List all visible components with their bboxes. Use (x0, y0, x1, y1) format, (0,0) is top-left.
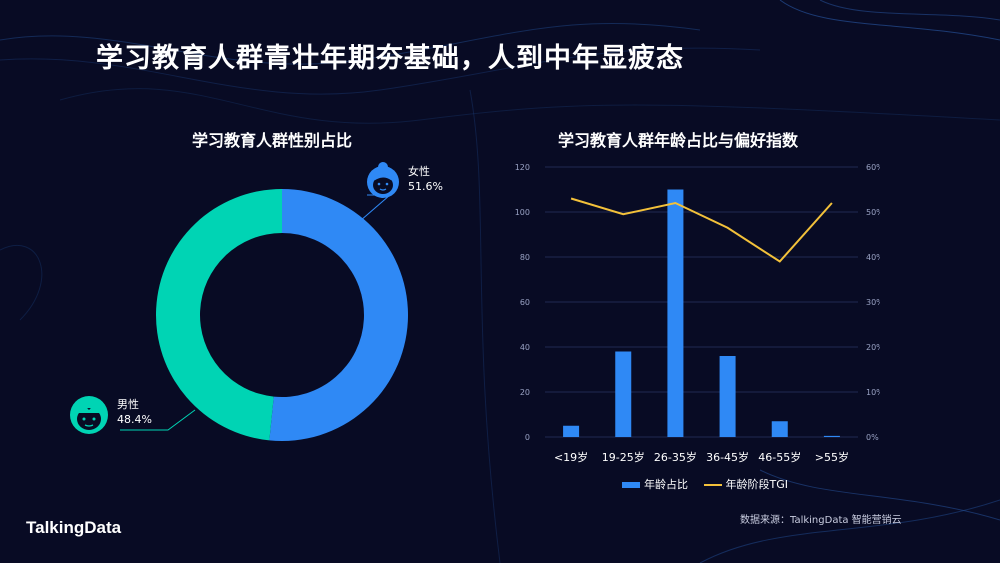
y-tick-label: 80 (520, 253, 530, 262)
donut-slice-male (155, 189, 282, 441)
y-tick-label: 20 (520, 388, 530, 397)
page-title: 学习教育人群青壮年期夯基础，人到中年显疲态 (96, 43, 684, 74)
y2-tick-label: 0% (866, 433, 879, 442)
age-bar (667, 189, 684, 437)
male-slice-value: 48.4% (117, 413, 152, 426)
x-tick-label: 19-25岁 (602, 450, 645, 464)
y2-tick-label: 30% (866, 298, 880, 307)
male-slice-name: 男性 (117, 398, 139, 411)
female-face-icon (367, 162, 399, 198)
age-bar (615, 351, 632, 437)
y-tick-label: 0 (525, 433, 530, 442)
age-bar (823, 435, 840, 437)
y-tick-label: 120 (515, 163, 530, 172)
tgi-line (570, 197, 833, 263)
age-bar (563, 425, 580, 437)
x-tick-label: >55岁 (815, 450, 849, 464)
x-tick-label: 36-45岁 (706, 450, 749, 464)
age-chart-title: 学习教育人群年龄占比与偏好指数 (558, 131, 799, 150)
data-source-note: 数据来源：TalkingData 智能营销云 (740, 515, 902, 526)
y-tick-label: 100 (515, 208, 530, 217)
y-tick-label: 40 (520, 343, 530, 352)
x-tick-label: 26-35岁 (654, 450, 697, 464)
y2-tick-label: 40% (866, 253, 880, 262)
talkingdata-logo: TalkingData (26, 518, 122, 537)
x-tick-label: <19岁 (554, 450, 588, 464)
donut-slice-female (269, 189, 408, 441)
y2-tick-label: 20% (866, 343, 880, 352)
legend-bar-label: 年龄占比 (644, 478, 688, 491)
y-tick-label: 60 (520, 298, 530, 307)
female-slice-name: 女性 (408, 165, 430, 178)
female-slice-label: 女性 51.6% (408, 164, 443, 194)
age-bar (771, 421, 788, 437)
y2-tick-label: 60% (866, 163, 880, 172)
legend-line-label: 年龄阶段TGI (725, 478, 789, 491)
age-bar (719, 356, 736, 437)
legend-item-line: 年龄阶段TGI (703, 476, 789, 492)
legend-bar-swatch (622, 482, 640, 488)
legend-line-swatch (703, 484, 722, 486)
y2-tick-label: 10% (866, 388, 880, 397)
gender-donut-chart (120, 189, 408, 441)
x-tick-label: 46-55岁 (758, 450, 801, 464)
chart-legend: 年龄占比 年龄阶段TGI (622, 476, 800, 492)
donut-chart-title: 学习教育人群性别占比 (192, 131, 353, 150)
y2-tick-label: 50% (866, 208, 880, 217)
male-slice-label: 男性 48.4% (117, 397, 152, 427)
legend-item-bar: 年龄占比 (622, 476, 688, 492)
age-combo-chart: 0 0% 20 10% 40 20% 60 30% 80 40% 100 50% 120 60% <19岁 1… (515, 163, 880, 464)
male-leader-line (120, 409, 196, 431)
female-slice-value: 51.6% (408, 180, 443, 193)
male-face-icon (70, 396, 108, 434)
